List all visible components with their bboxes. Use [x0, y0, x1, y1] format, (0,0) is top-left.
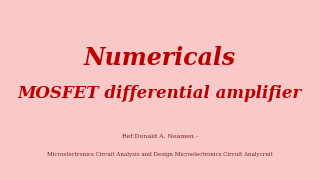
Text: Microelectronics Circuit Analysis and Design Microelectronics Circuit Analycruit: Microelectronics Circuit Analysis and De… [47, 152, 273, 157]
Text: MOSFET differential amplifier: MOSFET differential amplifier [18, 85, 302, 102]
Text: Numericals: Numericals [84, 46, 236, 70]
Text: Ref:Donald A. Neamen -: Ref:Donald A. Neamen - [122, 134, 198, 139]
